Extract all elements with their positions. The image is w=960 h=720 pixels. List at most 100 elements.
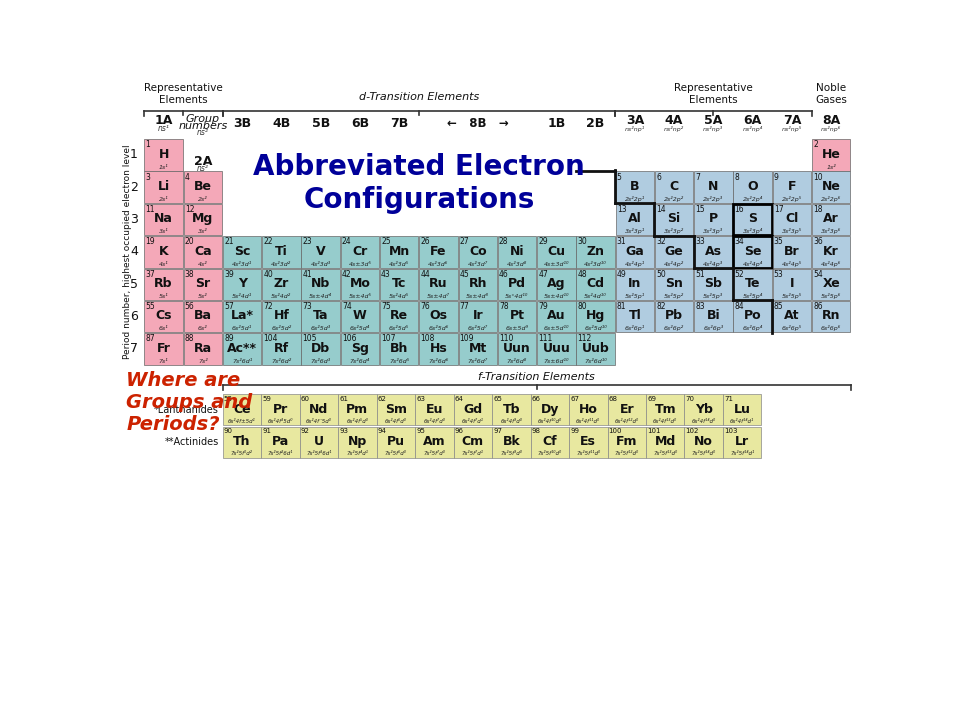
Text: 11: 11: [146, 205, 155, 214]
Text: 10: 10: [813, 173, 823, 181]
Text: 34: 34: [734, 238, 744, 246]
Text: Kr: Kr: [824, 245, 839, 258]
Text: 5s²5p⁴: 5s²5p⁴: [742, 293, 763, 299]
Bar: [655, 204, 693, 235]
Bar: [576, 269, 614, 300]
Bar: [376, 427, 415, 457]
Bar: [261, 427, 300, 457]
Text: 5s±4d⁸: 5s±4d⁸: [467, 294, 490, 299]
Text: Cl: Cl: [785, 212, 799, 225]
Text: 4s²3d¹: 4s²3d¹: [232, 261, 252, 266]
Text: 6s²6p⁶: 6s²6p⁶: [821, 325, 841, 331]
Text: 4s²3d⁷: 4s²3d⁷: [468, 261, 488, 266]
Text: 4s²3d¹⁰: 4s²3d¹⁰: [585, 261, 607, 266]
Text: 24: 24: [342, 238, 351, 246]
Text: 7s²6d⁷: 7s²6d⁷: [468, 359, 488, 364]
Text: 6s²: 6s²: [198, 326, 207, 331]
Text: 47: 47: [539, 270, 548, 279]
Text: 6s²4f¹⁴d¹: 6s²4f¹⁴d¹: [731, 419, 755, 424]
Text: 99: 99: [570, 428, 579, 434]
Text: 5s²: 5s²: [198, 294, 207, 299]
Text: Group: Group: [186, 114, 220, 124]
Bar: [537, 301, 576, 333]
Text: Cu: Cu: [547, 245, 565, 258]
Text: 6s²4f⁷d⁰: 6s²4f⁷d⁰: [423, 419, 445, 424]
Text: 7s²5f⁹d⁰: 7s²5f⁹d⁰: [500, 451, 522, 456]
Bar: [376, 395, 415, 426]
Text: f-Transition Elements: f-Transition Elements: [478, 372, 595, 382]
Text: Zr: Zr: [274, 277, 289, 290]
Text: 6s²6p²: 6s²6p²: [664, 325, 684, 331]
Text: 35: 35: [774, 238, 783, 246]
Bar: [144, 139, 182, 171]
Text: 6s²4f¹¹d⁰: 6s²4f¹¹d⁰: [576, 419, 600, 424]
Text: 6s²5d¹: 6s²5d¹: [232, 326, 252, 331]
Text: 5s²4d¹⁰: 5s²4d¹⁰: [585, 294, 607, 299]
Text: 5s²5p³: 5s²5p³: [704, 293, 724, 299]
Text: 7s²6d³: 7s²6d³: [310, 359, 331, 364]
Text: Representative
Elements: Representative Elements: [144, 84, 223, 105]
Bar: [144, 269, 182, 300]
Text: 72: 72: [263, 302, 273, 311]
Text: 91: 91: [262, 428, 271, 434]
Text: Es: Es: [580, 435, 596, 448]
Bar: [183, 333, 222, 365]
Text: Si: Si: [667, 212, 681, 225]
Bar: [531, 395, 569, 426]
Bar: [773, 171, 811, 203]
Text: Be: Be: [194, 180, 212, 193]
Text: 102: 102: [685, 428, 699, 434]
Text: S: S: [748, 212, 757, 225]
Text: Tc: Tc: [392, 277, 406, 290]
Text: 5: 5: [616, 173, 622, 181]
Bar: [459, 269, 497, 300]
Text: 7s²5f¹²d⁰: 7s²5f¹²d⁰: [614, 451, 638, 456]
Text: ns¹: ns¹: [157, 125, 170, 133]
Text: Rb: Rb: [155, 277, 173, 290]
Text: F: F: [787, 180, 796, 193]
Text: 2s²: 2s²: [198, 197, 207, 202]
Text: 40: 40: [263, 270, 273, 279]
Text: 23: 23: [302, 238, 312, 246]
Bar: [492, 395, 531, 426]
Text: 29: 29: [539, 238, 548, 246]
Bar: [812, 139, 851, 171]
Text: 52: 52: [734, 270, 744, 279]
Text: 62: 62: [377, 395, 387, 402]
Text: Au: Au: [547, 310, 565, 323]
Text: 88: 88: [184, 334, 194, 343]
Text: 6s²5d²: 6s²5d²: [272, 326, 292, 331]
Text: 6s²5d³: 6s²5d³: [310, 326, 331, 331]
Bar: [773, 236, 811, 268]
Text: 81: 81: [616, 302, 626, 311]
Text: P: P: [708, 212, 718, 225]
Bar: [812, 204, 851, 235]
Bar: [655, 301, 693, 333]
Text: U: U: [314, 435, 324, 448]
Text: Pa: Pa: [272, 435, 289, 448]
Text: 56: 56: [184, 302, 195, 311]
Text: Abbreviated Electron
Configurations: Abbreviated Electron Configurations: [253, 153, 585, 214]
Bar: [694, 301, 732, 333]
Text: 7s²5f⁴d¹: 7s²5f⁴d¹: [347, 451, 369, 456]
Text: 65: 65: [493, 395, 502, 402]
Text: 7s²6d⁸: 7s²6d⁸: [507, 359, 527, 364]
Text: 4s²4p³: 4s²4p³: [704, 261, 724, 266]
Text: 6s²4f¹⁰d⁰: 6s²4f¹⁰d⁰: [538, 419, 562, 424]
Bar: [812, 171, 851, 203]
Text: ns²: ns²: [197, 163, 209, 173]
Bar: [498, 301, 537, 333]
Bar: [420, 333, 458, 365]
Text: 103: 103: [724, 428, 737, 434]
Bar: [144, 236, 182, 268]
Text: Cm: Cm: [462, 435, 484, 448]
Bar: [537, 269, 576, 300]
Bar: [569, 395, 608, 426]
Text: 79: 79: [539, 302, 548, 311]
Text: Am: Am: [423, 435, 445, 448]
Bar: [301, 236, 340, 268]
Text: 93: 93: [339, 428, 348, 434]
Text: 26: 26: [420, 238, 430, 246]
Text: Sm: Sm: [385, 402, 407, 415]
Text: V: V: [316, 245, 325, 258]
